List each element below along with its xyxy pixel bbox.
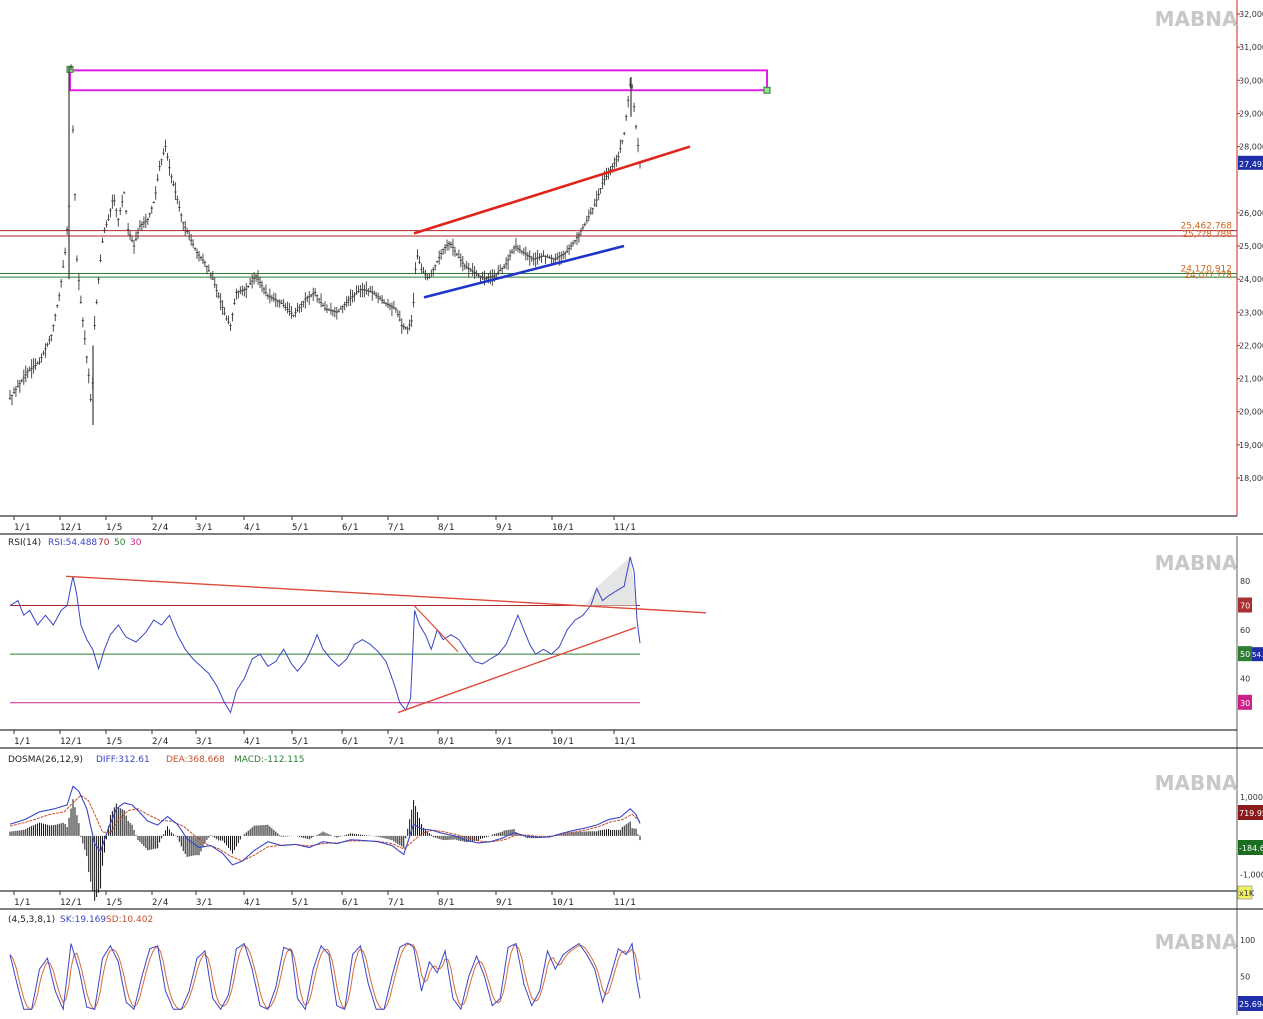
macd-dea-label: DEA:368.668: [166, 755, 225, 765]
mabna-watermark: MABNA: [1155, 7, 1238, 31]
rsi-title: RSI(14): [8, 538, 41, 548]
stoch-y-tick-label: 100: [1240, 936, 1255, 945]
price-y-tick-label: 18,000: [1239, 474, 1263, 483]
mabna-watermark: MABNA: [1155, 771, 1238, 795]
date-tick-label: 7/1: [388, 523, 404, 533]
date-tick-label: 8/1: [438, 898, 454, 908]
price-y-tick-label: 29,000: [1239, 109, 1263, 118]
date-tick-label: 2/4: [152, 737, 168, 747]
date-tick-label: 6/1: [342, 737, 358, 747]
price-last-value-text: 27,492: [1239, 160, 1263, 169]
date-tick-label: 3/1: [196, 737, 212, 747]
rsi-level-tag-text: 30: [1240, 699, 1250, 708]
date-tick-label: 6/1: [342, 523, 358, 533]
date-tick-label: 8/1: [438, 737, 454, 747]
price-y-tick-label: 23,000: [1239, 308, 1263, 317]
date-tick-label: 8/1: [438, 523, 454, 533]
price-y-tick-label: 31,000: [1239, 43, 1263, 52]
stoch-title: (4,5,3,8,1): [8, 915, 55, 925]
macd-y-tick-label: 1,000: [1240, 793, 1263, 802]
price-y-tick-label: 30,000: [1239, 76, 1263, 85]
rsi-line: [10, 557, 640, 713]
price-y-tick-label: 19,000: [1239, 441, 1263, 450]
date-tick-label: 9/1: [496, 737, 512, 747]
date-tick-label: 10/1: [552, 898, 574, 908]
stoch-sk-label: SK:19.169: [60, 915, 106, 925]
date-tick-label: 10/1: [552, 523, 574, 533]
macd-scale-tag-text: x1K: [1239, 889, 1255, 898]
mabna-watermark: MABNA: [1155, 551, 1238, 575]
rsi-trendline-short: [414, 606, 458, 652]
trendline-upper: [414, 147, 690, 234]
date-tick-label: 5/1: [292, 898, 308, 908]
date-tick-label: 2/4: [152, 898, 168, 908]
date-tick-label: 12/1: [60, 737, 82, 747]
date-tick-label: 5/1: [292, 737, 308, 747]
date-tick-label: 9/1: [496, 898, 512, 908]
price-y-tick-label: 28,000: [1239, 143, 1263, 152]
date-tick-label: 2/4: [152, 523, 168, 533]
date-tick-label: 4/1: [244, 523, 260, 533]
date-tick-label: 5/1: [292, 523, 308, 533]
date-tick-label: 12/1: [60, 523, 82, 533]
rsi-level-50-label: 50: [114, 538, 126, 548]
resistance-box: [70, 70, 767, 90]
date-tick-label: 6/1: [342, 898, 358, 908]
date-tick-label: 3/1: [196, 523, 212, 533]
price-y-tick-label: 22,000: [1239, 341, 1263, 350]
macd-value-label: MACD:-112.115: [234, 755, 304, 765]
date-tick-label: 1/1: [14, 737, 30, 747]
rsi-level-30-label: 30: [130, 538, 142, 548]
box-handle[interactable]: [764, 87, 770, 93]
price-y-tick-label: 25,000: [1239, 242, 1263, 251]
date-tick-label: 11/1: [614, 737, 636, 747]
stoch-sd-line: [10, 944, 640, 1009]
date-tick-label: 7/1: [388, 898, 404, 908]
date-tick-label: 1/5: [106, 898, 122, 908]
macd-diff-label: DIFF:312.61: [96, 755, 150, 765]
price-y-tick-label: 32,000: [1239, 10, 1263, 19]
stoch-last-value-text: 25.694: [1239, 1000, 1263, 1009]
price-y-tick-label: 20,000: [1239, 408, 1263, 417]
macd-dea-tag-text: 719.95: [1239, 809, 1263, 818]
rsi-y-tick-label: 80: [1240, 577, 1250, 586]
fib-level-label: 24,0??.??8: [1184, 271, 1232, 281]
date-tick-label: 9/1: [496, 523, 512, 533]
macd-y-tick-label: -1,000: [1240, 871, 1263, 880]
price-y-tick-label: 26,000: [1239, 209, 1263, 218]
mabna-watermark: MABNA: [1155, 930, 1238, 954]
date-tick-label: 3/1: [196, 898, 212, 908]
date-tick-label: 1/1: [14, 523, 30, 533]
date-tick-label: 10/1: [552, 737, 574, 747]
stoch-sd-label: SD:10.402: [106, 915, 153, 925]
macd-diff-line: [10, 786, 640, 865]
date-tick-label: 11/1: [614, 898, 636, 908]
date-tick-label: 1/1: [14, 898, 30, 908]
fib-level-label: 25,??8.788: [1182, 230, 1232, 240]
macd-title: DOSMA(26,12,9): [8, 755, 83, 765]
date-tick-label: 4/1: [244, 737, 260, 747]
rsi-y-tick-label: 40: [1240, 674, 1250, 683]
date-tick-label: 1/5: [106, 737, 122, 747]
macd-value-tag-text: -184.64: [1239, 844, 1263, 853]
rsi-y-tick-label: 60: [1240, 626, 1250, 635]
price-y-tick-label: 21,000: [1239, 375, 1263, 384]
date-tick-label: 11/1: [614, 523, 636, 533]
date-tick-label: 1/5: [106, 523, 122, 533]
date-tick-label: 4/1: [244, 898, 260, 908]
price-y-tick-label: 24,000: [1239, 275, 1263, 284]
rsi-level-70-label: 70: [98, 538, 110, 548]
date-tick-label: 12/1: [60, 898, 82, 908]
rsi-value-label: RSI:54.488: [48, 538, 97, 548]
rsi-level-tag-text: 50: [1240, 650, 1250, 659]
stoch-y-tick-label: 50: [1240, 972, 1250, 981]
date-tick-label: 7/1: [388, 737, 404, 747]
rsi-level-tag-text: 70: [1240, 602, 1250, 611]
rsi-last-value-text: 54.6: [1252, 651, 1263, 659]
